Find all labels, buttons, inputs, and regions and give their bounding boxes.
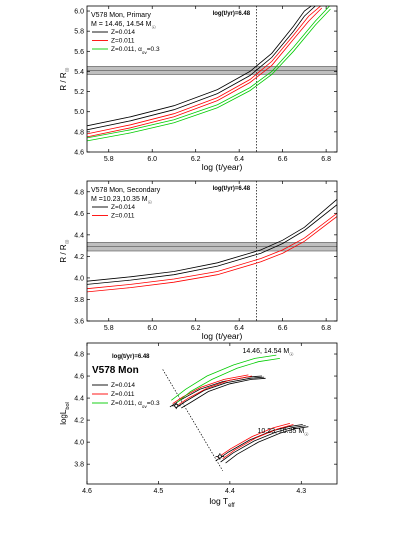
x-tick-label: 4.4 — [225, 488, 235, 495]
series-line-5 — [176, 358, 280, 403]
axes-frame — [86, 5, 338, 153]
x-tick-label: 6.6 — [278, 156, 288, 163]
panel-subtitle: M =10.23,10.35 M☉ — [91, 196, 153, 206]
x-axis-label: log (t/year) — [202, 162, 243, 172]
x-tick-label: 6.2 — [191, 156, 201, 163]
x-tick-label: 4.3 — [296, 488, 306, 495]
series-line-4 — [172, 374, 249, 404]
series-line-8 — [220, 425, 306, 463]
x-axis-label: log (t/year) — [202, 331, 243, 341]
legend-label: Z=0.011, αov=0.3 — [111, 400, 160, 409]
y-tick-label: 5.2 — [74, 89, 84, 96]
age-annotation: log(t/yr)=6.48 — [213, 11, 251, 17]
series-line-1 — [87, 204, 337, 285]
series-line-7 — [225, 426, 309, 464]
series-line-10 — [222, 424, 294, 460]
y-tick-label: 3.6 — [74, 319, 84, 326]
x-tick-label: 4.6 — [82, 488, 92, 495]
x-tick-label: 6.8 — [321, 156, 331, 163]
y-tick-label: 4.0 — [74, 440, 84, 447]
y-tick-label: 4.4 — [74, 396, 84, 403]
panel-title: V578 Mon — [92, 365, 139, 376]
x-tick-label: 6.4 — [234, 325, 244, 332]
panel-bottom: 4.6 4.5 4.4 4.3 3.8 4.0 4.2 4.4 4.6 4.8 log Teff lo… — [59, 342, 338, 509]
y-tick-label: 6.0 — [74, 9, 84, 16]
y-tick-label: 4.8 — [74, 352, 84, 359]
mass-label-primary: 14.46, 14.54 M☉ — [242, 348, 294, 358]
plot-area — [162, 354, 309, 471]
series-line-6 — [171, 354, 277, 401]
series-line-0 — [181, 377, 266, 409]
y-tick-label: 4.0 — [74, 275, 84, 282]
legend-label: Z=0.014 — [111, 204, 135, 211]
x-tick-label: 4.5 — [154, 488, 164, 495]
panel-subtitle: M = 14.46, 14.54 M☉ — [91, 21, 157, 31]
x-tick-label: 6.8 — [321, 325, 331, 332]
series-line-4 — [87, 6, 331, 139]
y-tick-label: 5.6 — [74, 49, 84, 56]
panel-top: 5.8 6.0 6.2 6.4 6.6 6.8 4.6 4.8 5.0 5.2 5.4 5.6 5.8 6… — [59, 5, 338, 172]
legend-label: Z=0.011 — [111, 38, 135, 45]
y-tick-label: 4.2 — [74, 418, 84, 425]
panel-middle: 5.8 6.0 6.2 6.4 6.6 6.8 3.6 3.8 4.0 4.2 4.4 4.6 4.8 l… — [59, 180, 338, 341]
age-annotation: log(t/yr)=6.48 — [112, 354, 150, 360]
plot-area — [87, 6, 337, 152]
legend-label: Z=0.011 — [111, 213, 135, 220]
age-annotation: log(t/yr)=6.48 — [213, 186, 251, 192]
series-line-1 — [175, 376, 265, 409]
y-tick-label: 4.8 — [74, 129, 84, 136]
legend-label: Z=0.014 — [111, 29, 135, 36]
x-tick-label: 5.8 — [104, 156, 114, 163]
axes-frame — [86, 342, 338, 485]
x-tick-label: 6.6 — [278, 325, 288, 332]
x-tick-label: 5.8 — [104, 325, 114, 332]
star-point-1 — [217, 454, 222, 459]
y-tick-label: 4.2 — [74, 254, 84, 261]
y-tick-label: 5.8 — [74, 29, 84, 36]
series-line-3 — [87, 7, 323, 138]
y-axis-label: R / R☉ — [59, 239, 71, 262]
star-point-0 — [174, 403, 179, 408]
y-tick-label: 4.4 — [74, 232, 84, 239]
y-tick-label: 3.8 — [74, 297, 84, 304]
y-tick-label: 4.6 — [74, 150, 84, 157]
y-tick-label: 5.0 — [74, 109, 84, 116]
y-axis-label: R / R☉ — [59, 67, 71, 90]
x-tick-label: 6.2 — [191, 325, 201, 332]
series-line-0 — [87, 6, 312, 127]
series-line-11 — [217, 423, 291, 458]
series-line-3 — [178, 375, 253, 406]
x-axis-label: log Teff — [209, 496, 235, 509]
y-tick-label: 4.8 — [74, 189, 84, 196]
y-tick-label: 5.4 — [74, 69, 84, 76]
legend-label: Z=0.014 — [111, 382, 135, 389]
y-axis-label: logLbol — [59, 402, 71, 425]
series-line-2 — [87, 6, 322, 135]
y-tick-label: 4.6 — [74, 211, 84, 218]
panel-title: V578 Mon, Primary — [91, 12, 151, 19]
x-tick-label: 6.0 — [147, 156, 157, 163]
mass-label-secondary: 10.23, 10.35 M☉ — [257, 428, 309, 438]
x-tick-label: 6.4 — [234, 156, 244, 163]
series-line-2 — [87, 212, 337, 290]
x-tick-label: 6.0 — [147, 325, 157, 332]
axes-frame — [86, 180, 338, 322]
legend-label: Z=0.011 — [111, 391, 135, 398]
legend-label: Z=0.011, αov=0.3 — [111, 46, 160, 55]
plot-area — [87, 181, 337, 321]
y-tick-label: 4.6 — [74, 374, 84, 381]
series-line-5 — [87, 8, 331, 142]
series-line-0 — [87, 198, 337, 282]
series-line-1 — [87, 6, 316, 131]
y-tick-label: 3.8 — [74, 462, 84, 469]
panel-title: V578 Mon, Secondary — [91, 187, 161, 194]
series-line-3 — [87, 216, 337, 293]
